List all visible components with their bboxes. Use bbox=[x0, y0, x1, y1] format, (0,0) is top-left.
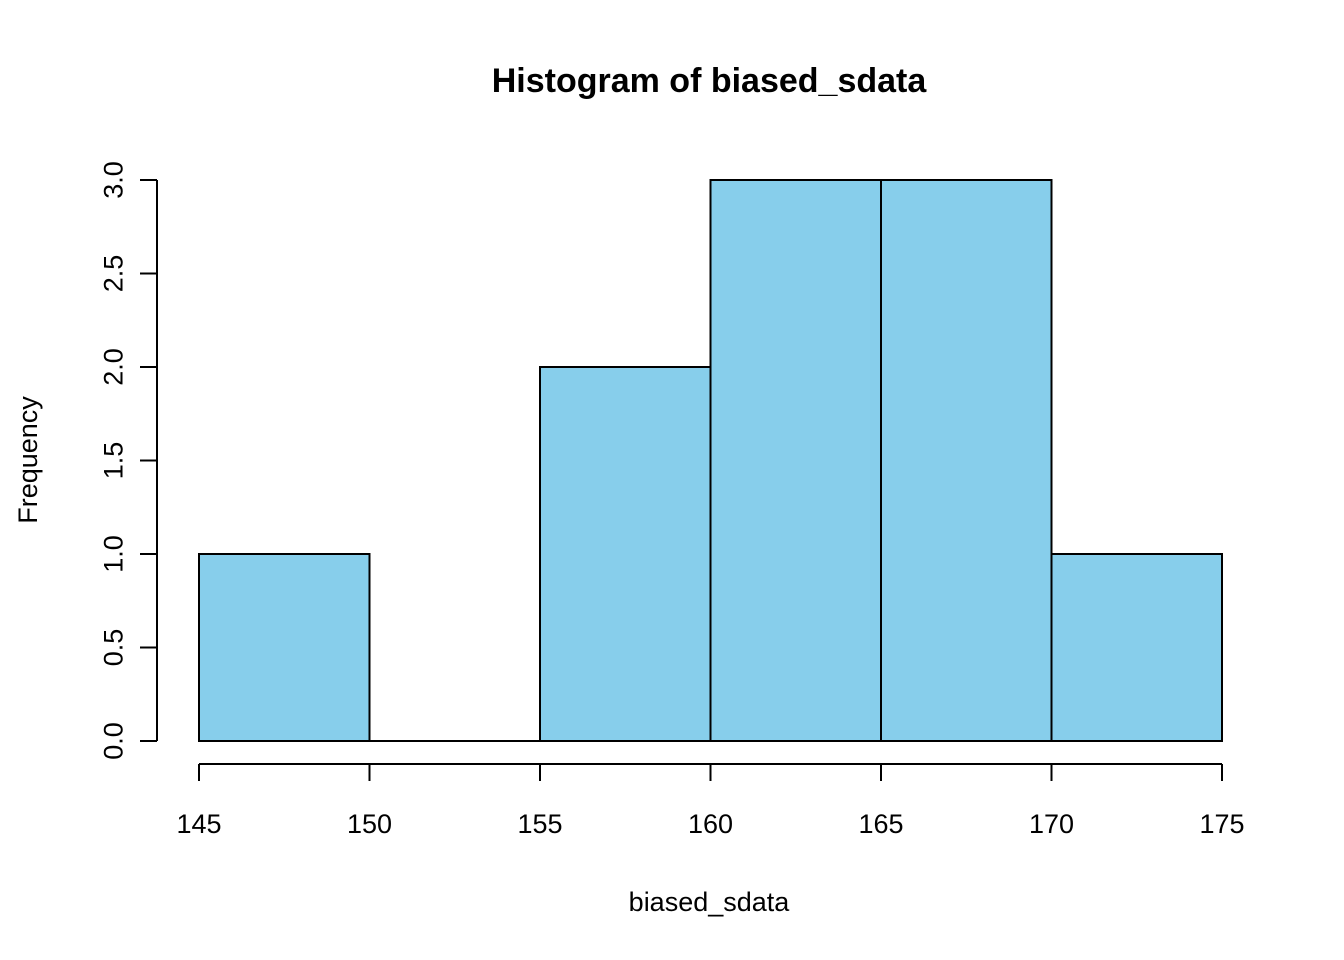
y-tick-label-6: 3.0 bbox=[98, 161, 128, 199]
x-axis-label: biased_sdata bbox=[629, 887, 791, 917]
y-axis-ticks: 0.0 0.5 1.0 1.5 2.0 2.5 3.0 bbox=[98, 161, 157, 760]
x-tick-label-3: 160 bbox=[688, 809, 733, 839]
y-tick-label-3: 1.5 bbox=[98, 442, 128, 480]
x-tick-label-2: 155 bbox=[517, 809, 562, 839]
y-tick-label-2: 1.0 bbox=[98, 535, 128, 573]
x-axis-ticks: 145 150 155 160 165 170 175 bbox=[176, 764, 1245, 839]
x-tick-label-1: 150 bbox=[347, 809, 392, 839]
x-tick-label-0: 145 bbox=[176, 809, 221, 839]
y-tick-label-0: 0.0 bbox=[98, 722, 128, 760]
y-axis-label: Frequency bbox=[13, 396, 43, 524]
histogram-bar-3 bbox=[709, 179, 882, 742]
x-tick-label-5: 170 bbox=[1029, 809, 1074, 839]
x-tick-label-6: 175 bbox=[1199, 809, 1244, 839]
bars-group bbox=[198, 179, 1223, 742]
y-tick-label-5: 2.5 bbox=[98, 255, 128, 293]
x-tick-label-4: 165 bbox=[858, 809, 903, 839]
y-tick-label-1: 0.5 bbox=[98, 629, 128, 667]
chart-title: Histogram of biased_sdata bbox=[492, 62, 928, 100]
histogram-bar-2 bbox=[539, 366, 712, 742]
histogram-bar-0 bbox=[198, 553, 371, 742]
histogram-bar-4 bbox=[880, 179, 1053, 742]
histogram-bar-5 bbox=[1050, 553, 1223, 742]
y-tick-label-4: 2.0 bbox=[98, 348, 128, 386]
